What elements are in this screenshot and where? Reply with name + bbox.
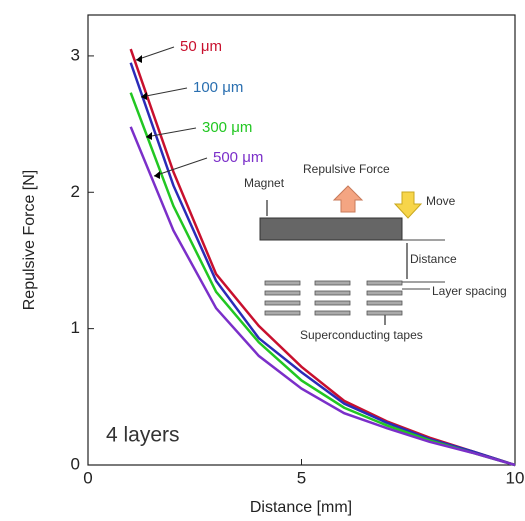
- y-tick-label: 2: [71, 182, 80, 201]
- series-line: [129, 62, 516, 467]
- label-arrow: [140, 87, 188, 98]
- series-label: 50 μm: [180, 38, 222, 55]
- inset-label: Superconducting tapes: [300, 328, 423, 342]
- move-arrow: [393, 191, 423, 219]
- label-arrowhead: [146, 132, 152, 140]
- inset-label: Move: [426, 194, 456, 208]
- y-tick-label: 1: [71, 318, 80, 337]
- inset-label: Distance: [410, 252, 457, 266]
- annotation: 4 layers: [106, 424, 180, 447]
- y-tick-label: 0: [71, 454, 80, 473]
- x-tick-label: 0: [83, 468, 92, 487]
- series-label: 500 μm: [213, 149, 263, 166]
- series-label: 300 μm: [202, 119, 252, 136]
- y-tick-label: 3: [71, 45, 80, 64]
- label-arrow: [153, 157, 208, 177]
- label-arrowhead: [136, 55, 142, 63]
- label-arrow: [135, 46, 175, 61]
- inset-label: Magnet: [244, 176, 285, 190]
- magnet: [259, 217, 403, 241]
- series-line: [129, 92, 516, 467]
- inset-diagram: Repulsive Force Magnet Move Distance Lay…: [244, 162, 507, 342]
- label-arrow: [145, 127, 197, 138]
- inset-label: Layer spacing: [432, 284, 507, 298]
- x-axis-label: Distance [mm]: [250, 499, 352, 516]
- force-arrow: [332, 185, 364, 213]
- series-line: [129, 126, 516, 467]
- series-label: 100 μm: [193, 79, 243, 96]
- inset-label: Repulsive Force: [303, 162, 390, 176]
- x-tick-label: 10: [506, 468, 525, 487]
- label-arrowhead: [141, 92, 147, 100]
- y-axis-label: Repulsive Force [N]: [21, 170, 38, 311]
- tapes: [264, 280, 403, 316]
- label-arrowhead: [154, 171, 160, 179]
- x-tick-label: 5: [297, 468, 306, 487]
